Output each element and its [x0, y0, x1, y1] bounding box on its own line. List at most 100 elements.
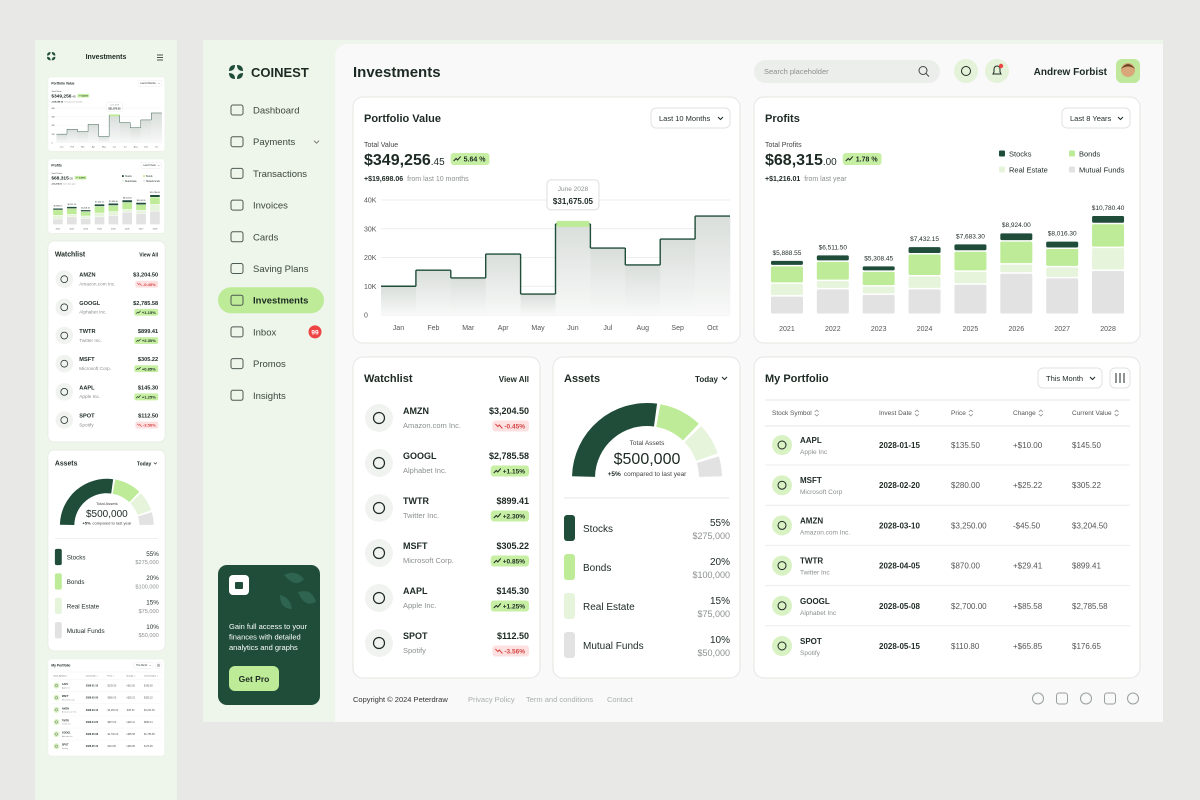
dropdown-label[interactable]: This Month	[136, 664, 148, 667]
dropdown[interactable]	[140, 162, 162, 169]
bar-segment	[108, 211, 119, 216]
dropdown-label[interactable]: Last 10 Months	[659, 114, 711, 123]
footer-link[interactable]: Contact	[607, 695, 634, 704]
current-value: $145.50	[1072, 441, 1101, 450]
x-tick-label: Feb	[70, 146, 74, 148]
social-icon[interactable]	[1032, 692, 1044, 705]
logo-icon	[55, 270, 74, 288]
social-icon[interactable]	[1056, 692, 1068, 705]
chat-button[interactable]	[954, 59, 978, 83]
logo-icon	[55, 411, 74, 429]
brand-name: COINEST	[251, 65, 309, 80]
card	[47, 158, 165, 234]
sort-icon	[112, 674, 115, 677]
notification-button[interactable]	[985, 59, 1009, 83]
logo-glyph	[60, 388, 69, 396]
dropdown[interactable]	[133, 662, 154, 669]
company-name: Apple Inc.	[79, 394, 100, 399]
social-icon[interactable]	[1127, 692, 1139, 705]
dropdown-label[interactable]: Last 10 Months	[140, 82, 156, 85]
dropdown-label[interactable]: Last 8 Years	[143, 164, 156, 167]
footer-link[interactable]: Term and conditions	[526, 695, 593, 704]
nav-label[interactable]: Cards	[253, 232, 279, 243]
dropdown-label[interactable]: Last 8 Years	[1070, 114, 1112, 123]
total-label: $5,888.55	[54, 206, 63, 208]
chevron	[717, 116, 724, 121]
total-label: Total Assets	[96, 501, 118, 506]
social-icon[interactable]	[1104, 692, 1116, 705]
column-header: Current Value	[144, 675, 156, 678]
change: +$85.58	[1013, 602, 1043, 611]
view-all[interactable]: View All	[139, 253, 159, 259]
search-placeholder[interactable]: Search placeholder	[764, 67, 829, 76]
stock-icon	[53, 743, 60, 750]
dropdown[interactable]	[137, 80, 163, 87]
promo-button-label[interactable]: Get Pro	[239, 674, 270, 684]
area-band	[485, 254, 521, 315]
x-tick-label: 2027	[1054, 326, 1070, 333]
sort-icon	[96, 674, 98, 677]
company-name: Spotify	[79, 422, 94, 427]
view-all[interactable]: View All	[499, 375, 529, 384]
x-tick-label: Apr	[92, 145, 96, 148]
nav-active[interactable]	[218, 287, 324, 314]
symbol: MSFT	[79, 357, 95, 363]
period[interactable]: Today	[695, 375, 719, 384]
invest-date: 2028-05-15	[879, 642, 920, 651]
social-icon[interactable]	[1080, 692, 1092, 705]
user-name[interactable]: Andrew Forbist	[1034, 67, 1108, 78]
dropdown[interactable]	[1037, 367, 1103, 389]
current-value: $176.65	[144, 745, 153, 748]
text-part: .45	[71, 95, 76, 99]
nav-label[interactable]: Dashboard	[253, 106, 299, 117]
card	[352, 356, 541, 679]
area-band	[77, 131, 89, 143]
nav-label[interactable]: Payments	[253, 137, 295, 148]
nav-label[interactable]: Insights	[253, 391, 286, 402]
nav-label[interactable]: Invoices	[253, 201, 288, 212]
bar-segment	[136, 204, 146, 210]
card-title: Profits	[51, 164, 62, 168]
nav-label[interactable]: Transactions	[253, 169, 307, 180]
total-value: $500,000	[86, 509, 128, 520]
total-label: $10,780.40	[1092, 205, 1125, 212]
area-band	[130, 127, 141, 143]
dropdown[interactable]	[650, 107, 731, 129]
x-tick-label: 2025	[111, 229, 117, 231]
delta: +$1,216.01 from last year	[765, 176, 847, 183]
logo-glyph	[60, 416, 69, 424]
x-tick-label: Mar	[81, 146, 85, 148]
current-value: $2,785.58	[144, 733, 155, 736]
period[interactable]: Today	[137, 462, 152, 468]
bar-segment	[1000, 233, 1033, 241]
logo-icon	[365, 629, 393, 657]
dropdown[interactable]	[1061, 107, 1131, 129]
bar-segment	[1046, 267, 1079, 277]
nav-label[interactable]: Inbox	[253, 327, 276, 338]
text-part: from last 10 months	[64, 100, 83, 103]
nav-label[interactable]: Saving Plans	[253, 264, 309, 275]
asset-amount: $275,000	[135, 560, 158, 566]
dropdown-label[interactable]: This Month	[1046, 374, 1083, 383]
bar-segment	[94, 217, 105, 225]
price: $2,785.58	[489, 451, 529, 461]
footer-link[interactable]: Privacy Policy	[468, 695, 515, 704]
delta: +$19,698.06 from last 10 months	[364, 176, 469, 183]
search-box[interactable]	[754, 60, 940, 83]
nav-label[interactable]: Investments	[253, 296, 308, 307]
total-value: $68,315.00	[765, 152, 837, 169]
company-name: Spotify	[403, 646, 426, 655]
company-name: Amazon.com Inc.	[62, 711, 78, 714]
chevron	[149, 664, 152, 667]
current-value: $305.22	[144, 697, 153, 700]
symbol: SPOT	[79, 414, 95, 420]
price: $112.50	[497, 631, 529, 641]
nav-label[interactable]: Promos	[253, 359, 286, 370]
area-band	[151, 112, 162, 143]
gauge-segment	[696, 456, 722, 477]
nav-icon	[230, 136, 244, 148]
bar-segment	[94, 213, 105, 217]
column-header: Price	[107, 675, 111, 678]
promo-button[interactable]	[229, 666, 279, 691]
total-label: $8,016.30	[1048, 231, 1077, 238]
